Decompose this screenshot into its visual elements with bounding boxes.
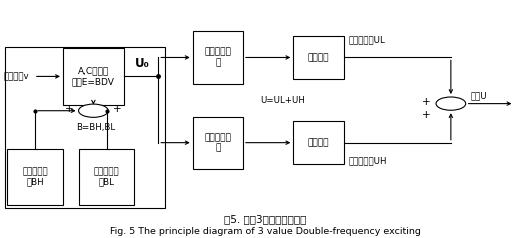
Text: 高频恒流激
磁BH: 高频恒流激 磁BH bbox=[22, 167, 48, 187]
Text: 低频恒流激
磁BL: 低频恒流激 磁BL bbox=[94, 167, 119, 187]
Text: U₀: U₀ bbox=[134, 57, 149, 70]
Text: A,C电极电
动势E=BDV: A,C电极电 动势E=BDV bbox=[72, 67, 115, 86]
Bar bbox=[63, 48, 124, 105]
Text: 输出U: 输出U bbox=[471, 91, 487, 100]
Text: 放大高频信
号: 放大高频信 号 bbox=[204, 133, 232, 152]
Text: 平均流速v: 平均流速v bbox=[3, 72, 29, 81]
Text: +: + bbox=[422, 110, 431, 120]
Text: 放大低频信
号: 放大低频信 号 bbox=[204, 48, 232, 67]
Text: 快响应输出UH: 快响应输出UH bbox=[349, 156, 388, 165]
Text: +: + bbox=[422, 97, 431, 107]
Text: 慢响应输出UL: 慢响应输出UL bbox=[349, 35, 386, 44]
Bar bbox=[193, 31, 243, 84]
Bar bbox=[7, 149, 63, 205]
Bar bbox=[79, 149, 134, 205]
Bar bbox=[5, 47, 165, 208]
Circle shape bbox=[436, 97, 466, 110]
Bar bbox=[193, 117, 243, 169]
Circle shape bbox=[79, 104, 108, 117]
Text: +: + bbox=[65, 104, 73, 114]
Text: Fig. 5 The principle diagram of 3 value Double-frequency exciting: Fig. 5 The principle diagram of 3 value … bbox=[110, 227, 421, 236]
Bar bbox=[293, 121, 344, 164]
Text: 图5. 双频3值励磁原理框图: 图5. 双频3值励磁原理框图 bbox=[224, 215, 307, 225]
Text: +: + bbox=[114, 104, 122, 114]
Text: B=BH,BL: B=BH,BL bbox=[76, 123, 116, 132]
Text: U=UL+UH: U=UL+UH bbox=[260, 96, 305, 104]
Text: 低通滤波: 低通滤波 bbox=[307, 53, 329, 62]
Bar bbox=[293, 36, 344, 79]
Text: 高通滤波: 高通滤波 bbox=[307, 138, 329, 147]
